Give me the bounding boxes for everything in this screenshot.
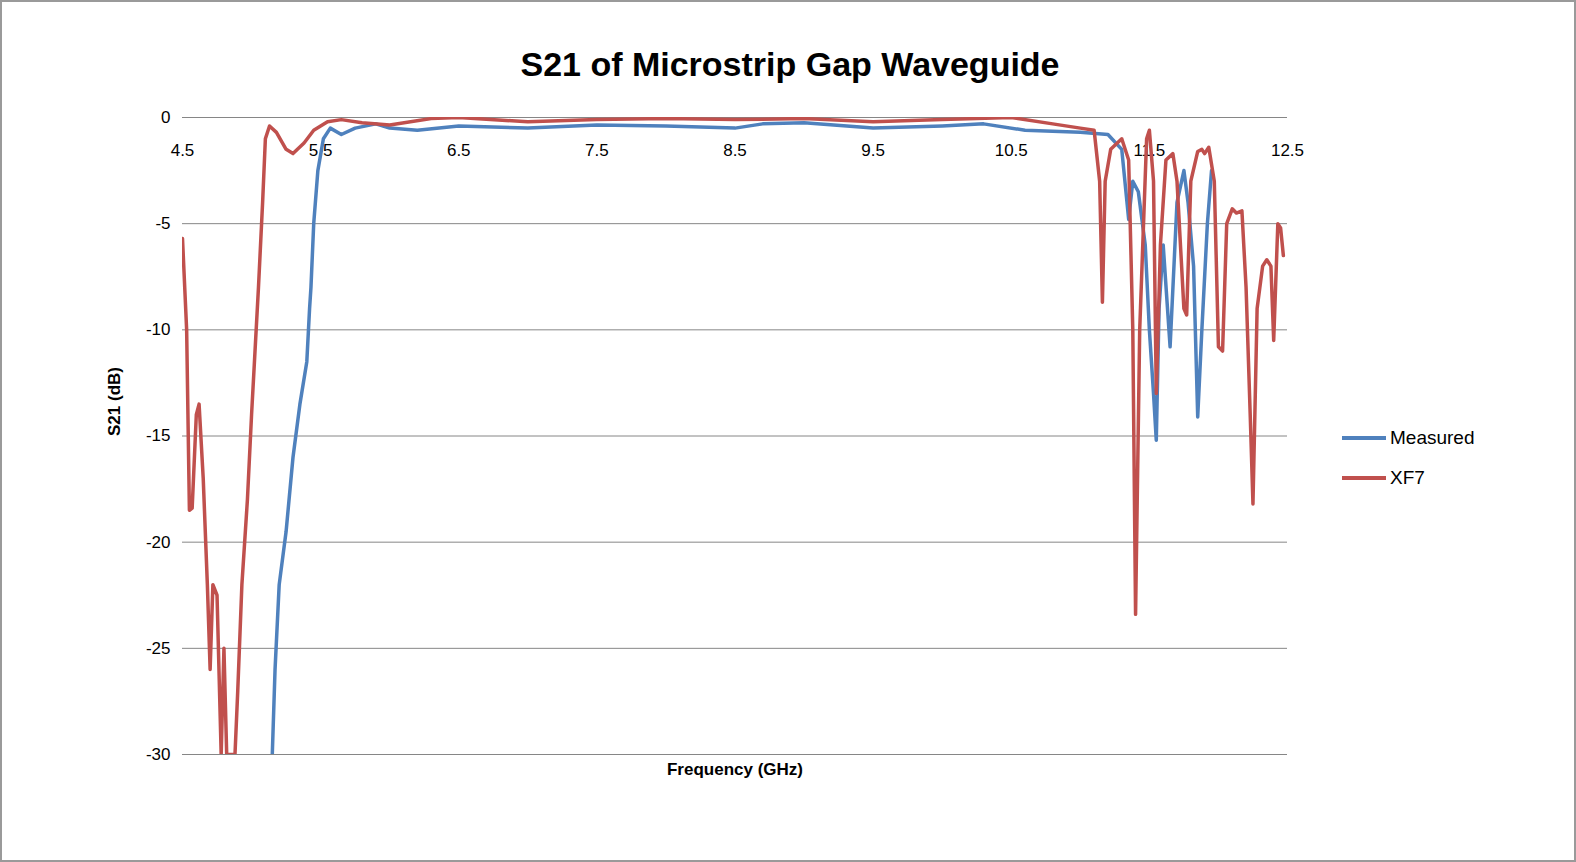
svg-text:Frequency (GHz): Frequency (GHz)	[667, 760, 803, 779]
svg-text:-20: -20	[146, 533, 171, 552]
svg-text:-30: -30	[146, 745, 171, 764]
svg-text:-25: -25	[146, 639, 171, 658]
svg-text:7.5: 7.5	[585, 141, 609, 160]
html-text:S21 of Microstrip Gap Waveguid: S21 of Microstrip Gap Waveguide	[520, 45, 1060, 83]
svg-text:5.5: 5.5	[308, 140, 333, 160]
svg-text:12.5: 12.5	[1271, 141, 1304, 160]
svg-text:10.5: 10.5	[995, 141, 1028, 160]
html-text:Measured: Measured	[1390, 427, 1475, 448]
svg-text:S21 (dB): S21 (dB)	[105, 367, 124, 436]
svg-text:6.5: 6.5	[447, 141, 471, 160]
svg-text:-15: -15	[146, 426, 171, 445]
svg-text:11.5: 11.5	[1133, 140, 1166, 160]
svg-text:-10: -10	[146, 320, 171, 339]
svg-text:9.5: 9.5	[861, 141, 885, 160]
svg-text:0: 0	[161, 108, 170, 127]
svg-text:8.5: 8.5	[723, 141, 747, 160]
html-text:XF7: XF7	[1390, 467, 1425, 488]
svg-text:-5: -5	[155, 214, 170, 233]
svg-text:4.5: 4.5	[171, 141, 195, 160]
